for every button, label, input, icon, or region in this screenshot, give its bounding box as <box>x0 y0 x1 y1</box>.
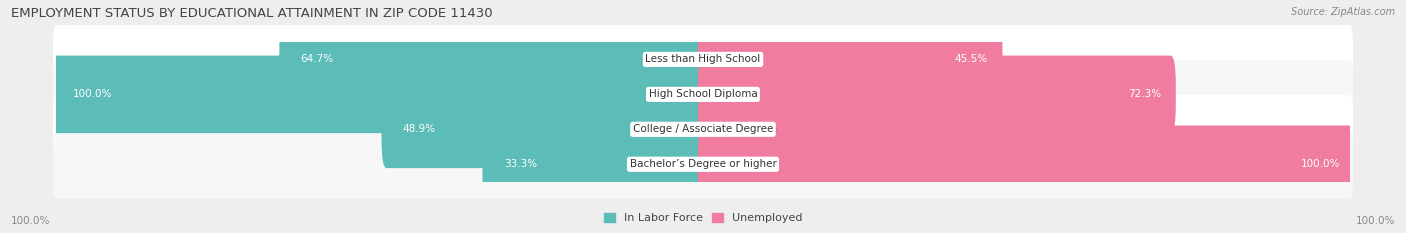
FancyBboxPatch shape <box>53 25 1353 94</box>
Text: EMPLOYMENT STATUS BY EDUCATIONAL ATTAINMENT IN ZIP CODE 11430: EMPLOYMENT STATUS BY EDUCATIONAL ATTAINM… <box>11 7 494 20</box>
Text: 64.7%: 64.7% <box>301 55 333 64</box>
Text: 100.0%: 100.0% <box>73 89 112 99</box>
Text: 48.9%: 48.9% <box>404 124 436 134</box>
Text: 100.0%: 100.0% <box>1355 216 1395 226</box>
FancyBboxPatch shape <box>482 126 709 203</box>
Text: 72.3%: 72.3% <box>1128 89 1161 99</box>
FancyBboxPatch shape <box>51 55 709 133</box>
Legend: In Labor Force, Unemployed: In Labor Force, Unemployed <box>599 208 807 227</box>
Text: High School Diploma: High School Diploma <box>648 89 758 99</box>
Text: College / Associate Degree: College / Associate Degree <box>633 124 773 134</box>
FancyBboxPatch shape <box>280 21 709 98</box>
FancyBboxPatch shape <box>381 90 709 168</box>
Text: 45.5%: 45.5% <box>955 55 987 64</box>
FancyBboxPatch shape <box>697 90 792 168</box>
FancyBboxPatch shape <box>53 60 1353 129</box>
FancyBboxPatch shape <box>697 55 1175 133</box>
FancyBboxPatch shape <box>697 126 1355 203</box>
Text: 100.0%: 100.0% <box>1301 159 1340 169</box>
FancyBboxPatch shape <box>53 95 1353 164</box>
Text: 13.0%: 13.0% <box>744 124 778 134</box>
Text: 100.0%: 100.0% <box>11 216 51 226</box>
Text: Source: ZipAtlas.com: Source: ZipAtlas.com <box>1291 7 1395 17</box>
FancyBboxPatch shape <box>53 130 1353 199</box>
Text: Bachelor’s Degree or higher: Bachelor’s Degree or higher <box>630 159 776 169</box>
Text: Less than High School: Less than High School <box>645 55 761 64</box>
FancyBboxPatch shape <box>697 21 1002 98</box>
Text: 33.3%: 33.3% <box>503 159 537 169</box>
